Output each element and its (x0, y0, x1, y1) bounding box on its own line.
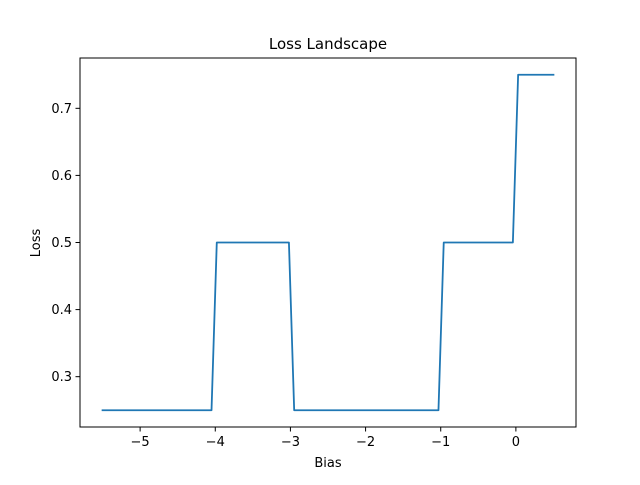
y-axis-label: Loss (29, 229, 44, 258)
x-tick-label: −1 (431, 435, 450, 450)
y-tick-label: 0.3 (51, 370, 72, 385)
y-tick-label: 0.5 (51, 236, 72, 251)
chart-title: Loss Landscape (269, 35, 387, 53)
x-tick-label: −4 (206, 435, 225, 450)
x-tick-label: −5 (131, 435, 150, 450)
x-axis-ticks: −5 −4 −3 −2 −1 0 (131, 427, 520, 450)
loss-series-line (101, 73, 555, 412)
x-axis-label: Bias (314, 456, 341, 471)
x-tick-label: −3 (281, 435, 300, 450)
x-tick-label: 0 (512, 435, 520, 450)
axes-frame (79, 57, 577, 428)
y-tick-label: 0.4 (51, 303, 72, 318)
y-tick-label: 0.6 (51, 169, 72, 184)
x-tick-label: −2 (356, 435, 375, 450)
y-axis-ticks: 0.3 0.4 0.5 0.6 0.7 (51, 102, 80, 385)
y-tick-label: 0.7 (51, 102, 72, 117)
plot-area (101, 73, 555, 412)
